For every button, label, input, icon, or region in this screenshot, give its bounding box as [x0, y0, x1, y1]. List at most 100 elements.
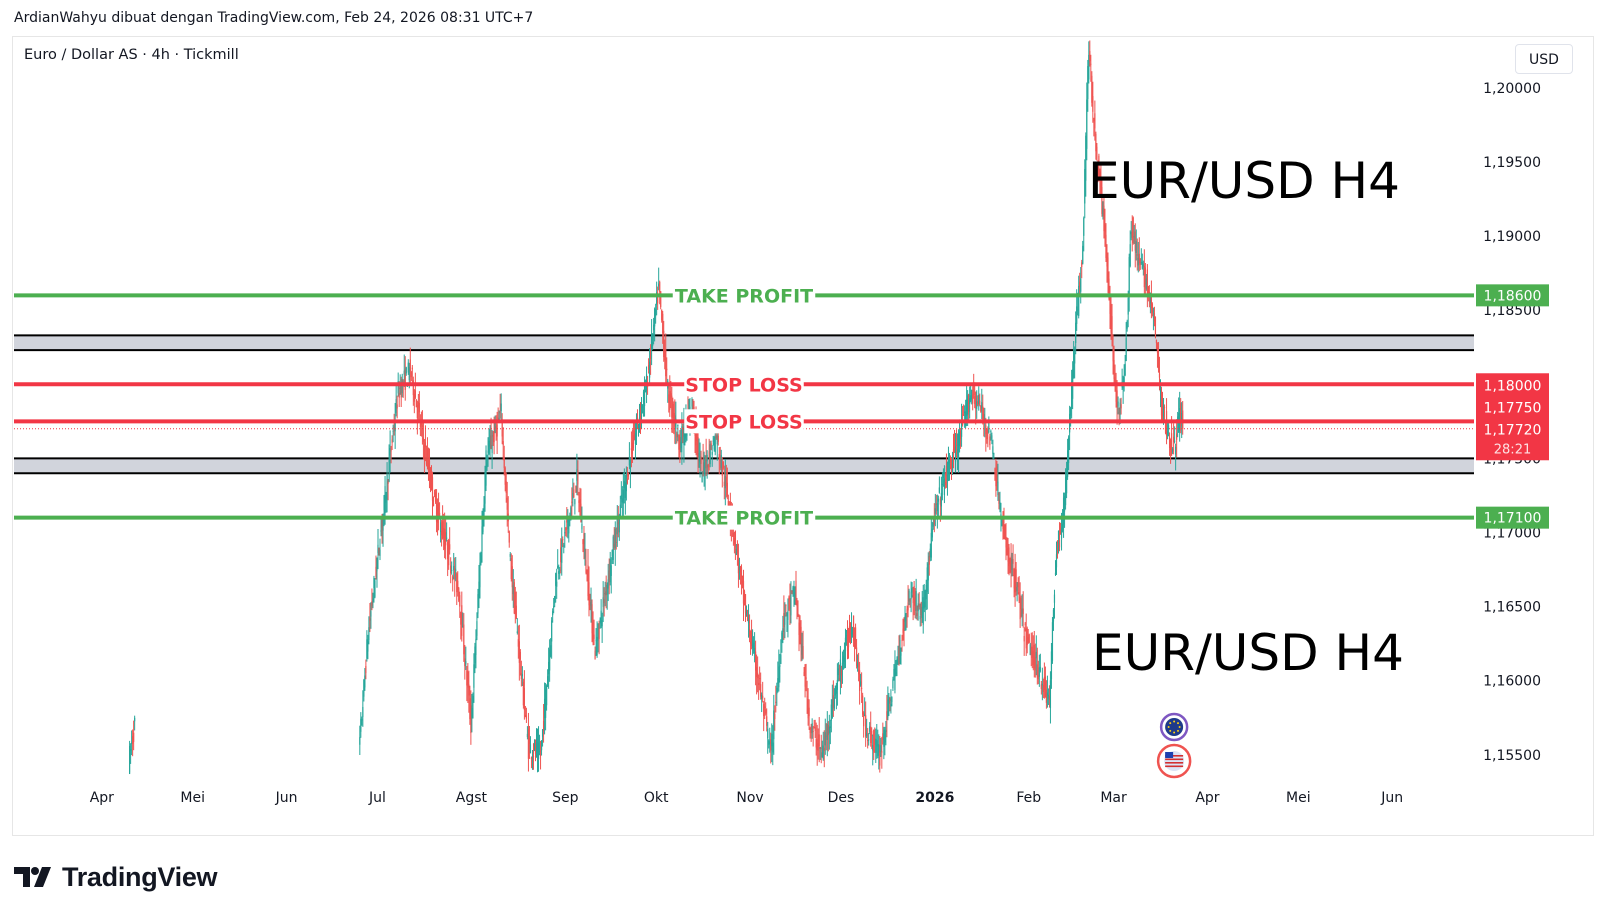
candle-body — [698, 453, 700, 461]
price-tick-label: 1,16000 — [1483, 674, 1541, 690]
candle-body — [813, 727, 815, 729]
candle-body — [915, 591, 917, 612]
candle-body — [446, 537, 448, 539]
candle-body — [956, 449, 959, 454]
price-tick-label: 1,15500 — [1483, 748, 1541, 764]
candle-body — [707, 464, 709, 468]
candle-body — [981, 402, 983, 409]
candle-body — [1026, 628, 1028, 646]
candle-body — [785, 604, 787, 606]
candle-body — [983, 414, 985, 422]
candle-body — [653, 324, 655, 331]
candle-body — [720, 455, 722, 468]
candle-body — [413, 393, 415, 402]
candle-body — [713, 437, 715, 450]
candle-body — [738, 566, 741, 571]
candle-body — [861, 687, 863, 689]
candle-body — [133, 732, 135, 742]
time-tick-label: Agst — [456, 790, 488, 806]
candle-body — [468, 684, 470, 696]
candle-body — [825, 735, 827, 737]
candle-body — [1154, 316, 1157, 336]
candle-body — [870, 726, 872, 744]
candle-body — [784, 615, 786, 625]
candle-body — [726, 482, 728, 497]
candle-body — [769, 742, 771, 744]
candle-body — [719, 459, 721, 461]
candle-body — [613, 543, 615, 548]
candle-body — [397, 381, 399, 394]
candle-body — [382, 513, 384, 531]
take-profit-lower-axis-tag — [1476, 506, 1549, 529]
candle-body — [1068, 437, 1070, 464]
currency-button[interactable]: USD — [1515, 44, 1573, 74]
candle-body — [495, 426, 497, 429]
candle-body — [678, 435, 680, 450]
candle-body — [893, 669, 895, 677]
candle-body — [439, 522, 442, 533]
candle-body — [1027, 636, 1029, 644]
candle-body — [597, 636, 599, 641]
time-tick-label: Okt — [644, 790, 669, 806]
candle-body — [1153, 313, 1156, 322]
candle-body — [585, 560, 587, 573]
candle-body — [982, 406, 984, 419]
candle-body — [1152, 316, 1155, 319]
candle-body — [913, 586, 915, 601]
tradingview-brand[interactable]: TradingView — [14, 862, 218, 892]
candle-body — [718, 454, 720, 460]
candle-body — [636, 417, 639, 421]
candle-body — [134, 717, 136, 722]
candle-body — [647, 365, 650, 370]
candle-body — [991, 435, 993, 439]
candle-body — [838, 678, 841, 680]
candle-body — [994, 469, 996, 471]
candle-body — [986, 429, 988, 440]
candle-body — [958, 431, 961, 447]
candle-body — [1099, 171, 1101, 181]
candle-body — [749, 641, 752, 644]
candle-body — [1171, 433, 1173, 456]
candle-body — [703, 462, 705, 473]
candle-body — [1083, 218, 1085, 236]
candle-body — [840, 669, 843, 676]
candle-body — [920, 602, 922, 616]
candle-body — [975, 392, 977, 409]
candle-body — [1176, 433, 1178, 440]
candle-body — [963, 414, 965, 416]
candle-body — [977, 401, 979, 405]
candle-body — [819, 747, 821, 749]
candle-body — [1042, 685, 1044, 692]
candle-body — [787, 611, 789, 620]
candle-body — [1041, 683, 1043, 686]
candle-body — [566, 520, 568, 523]
candle-body — [1181, 412, 1183, 424]
candle-body — [744, 594, 747, 614]
candle-body — [364, 675, 366, 688]
candle-body — [881, 751, 883, 753]
candle-body — [888, 695, 890, 704]
candle-body — [802, 646, 804, 659]
candle-body — [427, 463, 430, 471]
candle-body — [434, 492, 437, 502]
candle-body — [564, 532, 566, 534]
candle-body — [502, 441, 504, 446]
candle-body — [746, 614, 749, 621]
candle-body — [441, 530, 443, 536]
candle-body — [497, 417, 499, 419]
candle-body — [783, 613, 785, 628]
candle-body — [916, 613, 918, 616]
candle-body — [1119, 402, 1121, 415]
candle-body — [891, 697, 893, 703]
candle-body — [964, 411, 966, 414]
symbol-title[interactable]: Euro / Dollar AS · 4h · Tickmill — [24, 47, 239, 63]
candle-body — [1168, 437, 1171, 448]
candle-body — [396, 404, 398, 409]
candle-body — [928, 555, 930, 565]
candle-body — [750, 630, 753, 647]
candle-body — [1010, 555, 1012, 573]
candle-body — [792, 587, 794, 591]
candle-body — [708, 451, 710, 458]
candle-body — [931, 528, 933, 538]
